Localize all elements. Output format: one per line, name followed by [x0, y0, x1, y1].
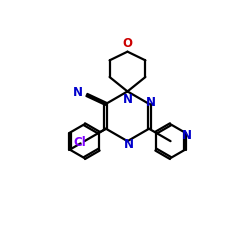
- Text: N: N: [122, 93, 132, 106]
- Text: N: N: [73, 86, 83, 100]
- Text: N: N: [146, 96, 156, 109]
- Text: N: N: [124, 138, 134, 151]
- Text: O: O: [122, 38, 132, 51]
- Text: Cl: Cl: [74, 136, 86, 149]
- Text: N: N: [182, 129, 192, 142]
